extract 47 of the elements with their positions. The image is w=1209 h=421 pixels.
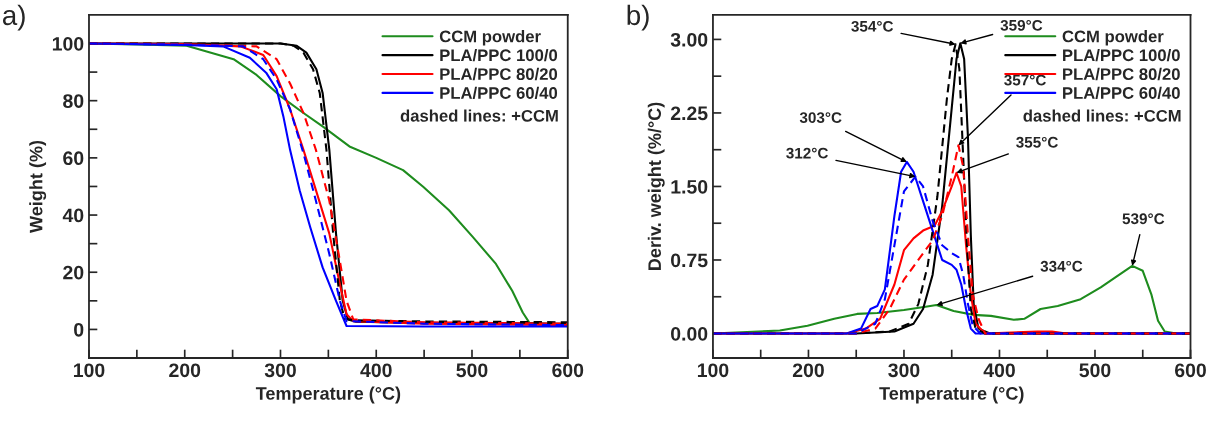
x-tick-label: 100 [697, 363, 729, 378]
annotation: dashed lines: +CCM [400, 109, 558, 122]
x-tick-label: 200 [792, 363, 824, 378]
y-tick-label: 60 [63, 151, 84, 166]
y-tick-label: 1.50 [671, 179, 708, 194]
x-tick-label: 500 [456, 363, 488, 378]
x-tick-label: 300 [888, 363, 920, 378]
y-tick-label: 0.00 [671, 326, 708, 341]
y-tick-label: 80 [63, 94, 84, 108]
x-tick-label: 500 [1079, 363, 1111, 378]
y-tick-label: 100 [52, 36, 84, 51]
legend-label: PLA/PPC 80/20 [1063, 67, 1180, 81]
x-axis-title: Temperature (°C) [879, 386, 1024, 404]
y-axis-title: Deriv. weight (%/°C) [647, 102, 665, 270]
x-tick-label: 600 [552, 363, 584, 378]
x-tick-label: 300 [264, 363, 296, 378]
x-tick-label: 400 [360, 363, 392, 378]
x-tick-label: 200 [169, 363, 201, 378]
y-tick-label: 20 [63, 265, 84, 280]
x-axis-title: Temperature (°C) [255, 386, 401, 404]
y-tick-label: 2.25 [670, 106, 708, 121]
annotation: 303°C [799, 112, 842, 124]
x-tick-label: 100 [73, 363, 105, 378]
annotation: 354°C [851, 20, 894, 32]
y-tick-label: 3.00 [670, 32, 708, 47]
legend-label: PLA/PPC 60/40 [440, 86, 558, 100]
y-tick-label: 0 [74, 322, 84, 337]
annotation: 539°C [1122, 213, 1165, 225]
y-tick-label: 40 [62, 208, 84, 223]
annotation: 312°C [786, 147, 828, 159]
annotation: 359°C [1000, 19, 1043, 31]
y-axis-title: Weight (%) [29, 140, 47, 233]
legend-label: CCM powder [439, 30, 541, 46]
text: a) [2, 4, 25, 31]
x-tick-label: 400 [983, 363, 1015, 378]
annotation: 355°C [1016, 136, 1058, 148]
text: b) [627, 4, 649, 31]
annotation: 334°C [1040, 260, 1083, 272]
legend-label: PLA/PPC 80/20 [440, 67, 558, 81]
x-tick-label: 600 [1174, 363, 1206, 378]
y-tick-label: 0.75 [671, 253, 708, 268]
annotation: 357°C [1004, 74, 1046, 86]
legend-label: PLA/PPC 100/0 [440, 48, 558, 62]
legend-label: CCM powder [1062, 30, 1164, 46]
annotation: dashed lines: +CCM [1023, 109, 1181, 122]
legend-label: PLA/PPC 100/0 [1063, 48, 1180, 62]
legend-label: PLA/PPC 60/40 [1063, 86, 1180, 100]
